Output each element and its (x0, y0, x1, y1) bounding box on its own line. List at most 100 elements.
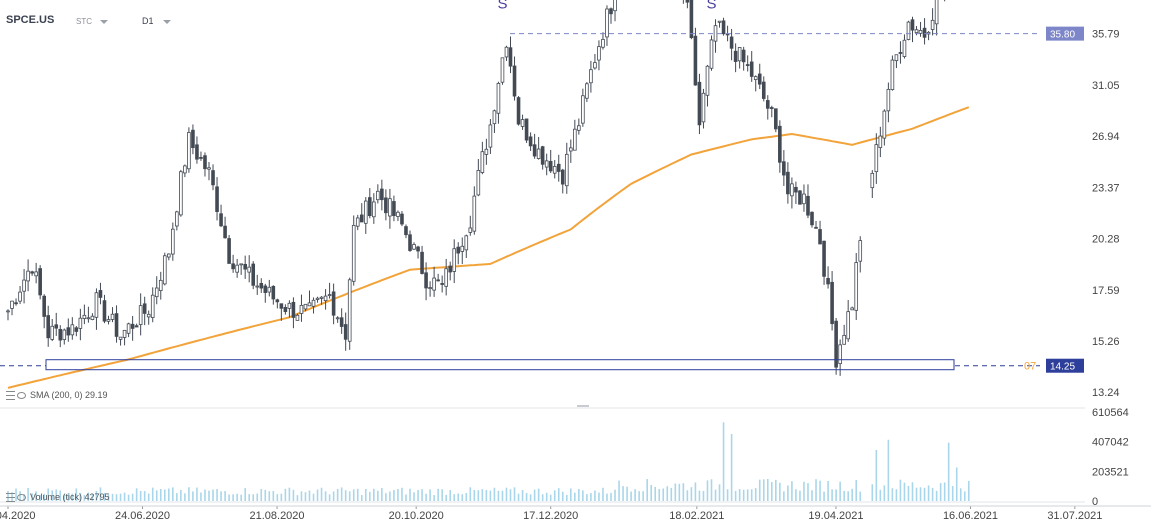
candle[interactable] (388, 188, 392, 229)
candle[interactable] (30, 270, 34, 276)
candle[interactable] (307, 290, 312, 307)
volume-indicator-legend[interactable]: Volume (tick) 42795 (6, 492, 110, 503)
candle[interactable] (898, 41, 903, 64)
candle[interactable] (247, 255, 252, 283)
candle[interactable] (902, 34, 907, 59)
candle[interactable] (569, 139, 573, 163)
candle[interactable] (878, 126, 883, 158)
visibility-icon[interactable] (17, 494, 26, 502)
candle[interactable] (82, 304, 87, 325)
candle[interactable] (444, 258, 448, 296)
candle[interactable] (14, 298, 18, 306)
candle[interactable] (850, 306, 854, 311)
candle[interactable] (396, 210, 400, 222)
candle[interactable] (175, 210, 179, 231)
candle[interactable] (166, 253, 171, 261)
candle[interactable] (86, 306, 91, 323)
candle[interactable] (581, 88, 585, 127)
candle[interactable] (886, 82, 891, 123)
symbol-label[interactable]: SPCE.US (6, 14, 55, 26)
candle[interactable] (858, 236, 863, 273)
candle[interactable] (295, 313, 300, 321)
candle[interactable] (846, 300, 850, 342)
candle[interactable] (778, 120, 782, 173)
candle[interactable] (179, 169, 183, 217)
candle[interactable] (943, 0, 946, 2)
candle[interactable] (713, 19, 718, 53)
candle[interactable] (556, 154, 561, 182)
candle[interactable] (528, 132, 533, 152)
candle[interactable] (54, 312, 59, 336)
candle[interactable] (203, 152, 207, 177)
candle[interactable] (94, 288, 99, 330)
candle[interactable] (504, 45, 509, 61)
candle[interactable] (464, 234, 469, 258)
candle[interactable] (110, 307, 115, 323)
candle[interactable] (536, 136, 541, 160)
candle[interactable] (512, 56, 517, 101)
candle[interactable] (548, 149, 553, 174)
candle[interactable] (613, 0, 617, 22)
candle[interactable] (685, 0, 690, 9)
candle[interactable] (343, 312, 348, 351)
menu-icon[interactable] (6, 391, 15, 401)
candle[interactable] (540, 145, 545, 170)
candle[interactable] (922, 18, 927, 45)
candle[interactable] (118, 336, 123, 346)
candle[interactable] (786, 162, 790, 204)
candle[interactable] (227, 234, 231, 264)
candle[interactable] (404, 224, 408, 239)
support-zone-rectangle[interactable] (45, 359, 955, 371)
candle[interactable] (62, 328, 67, 345)
candle[interactable] (770, 105, 774, 118)
candle[interactable] (50, 318, 55, 342)
candle[interactable] (452, 239, 457, 284)
candle[interactable] (516, 96, 521, 126)
candle[interactable] (255, 274, 260, 295)
candle[interactable] (319, 296, 324, 305)
candle[interactable] (122, 329, 127, 346)
candle[interactable] (906, 20, 911, 41)
candle[interactable] (890, 55, 895, 91)
candle[interactable] (749, 51, 754, 82)
candle[interactable] (552, 160, 557, 179)
candle[interactable] (392, 195, 396, 222)
candle[interactable] (412, 242, 416, 251)
candle[interactable] (500, 57, 505, 85)
candle[interactable] (753, 75, 758, 92)
candle[interactable] (436, 273, 440, 282)
candle[interactable] (854, 253, 859, 320)
candle[interactable] (158, 271, 163, 300)
candle[interactable] (66, 318, 71, 342)
candle[interactable] (408, 230, 412, 252)
candle[interactable] (142, 296, 147, 326)
candle[interactable] (183, 164, 187, 178)
candle[interactable] (74, 325, 79, 337)
candle[interactable] (191, 124, 195, 155)
candle[interactable] (774, 108, 778, 133)
candle[interactable] (838, 339, 842, 376)
candle[interactable] (42, 294, 46, 329)
candle[interactable] (918, 21, 923, 37)
candle[interactable] (798, 189, 802, 205)
candle[interactable] (400, 211, 404, 227)
candle[interactable] (705, 64, 710, 107)
candle[interactable] (311, 297, 316, 314)
candle[interactable] (894, 54, 899, 69)
candle[interactable] (114, 305, 119, 343)
candle[interactable] (605, 5, 609, 46)
candle[interactable] (359, 203, 364, 223)
candle[interactable] (299, 294, 304, 322)
candle[interactable] (303, 303, 308, 312)
candle[interactable] (717, 20, 722, 28)
candle[interactable] (102, 294, 107, 324)
candle[interactable] (134, 323, 139, 328)
candle[interactable] (822, 240, 826, 285)
candle[interactable] (162, 252, 167, 286)
pane-resize-handle[interactable] (577, 405, 589, 407)
candle[interactable] (870, 170, 875, 199)
timeframe-dropdown-chevron-icon[interactable] (163, 20, 171, 24)
candle[interactable] (682, 0, 685, 4)
candle[interactable] (347, 277, 352, 350)
candle[interactable] (468, 215, 473, 236)
